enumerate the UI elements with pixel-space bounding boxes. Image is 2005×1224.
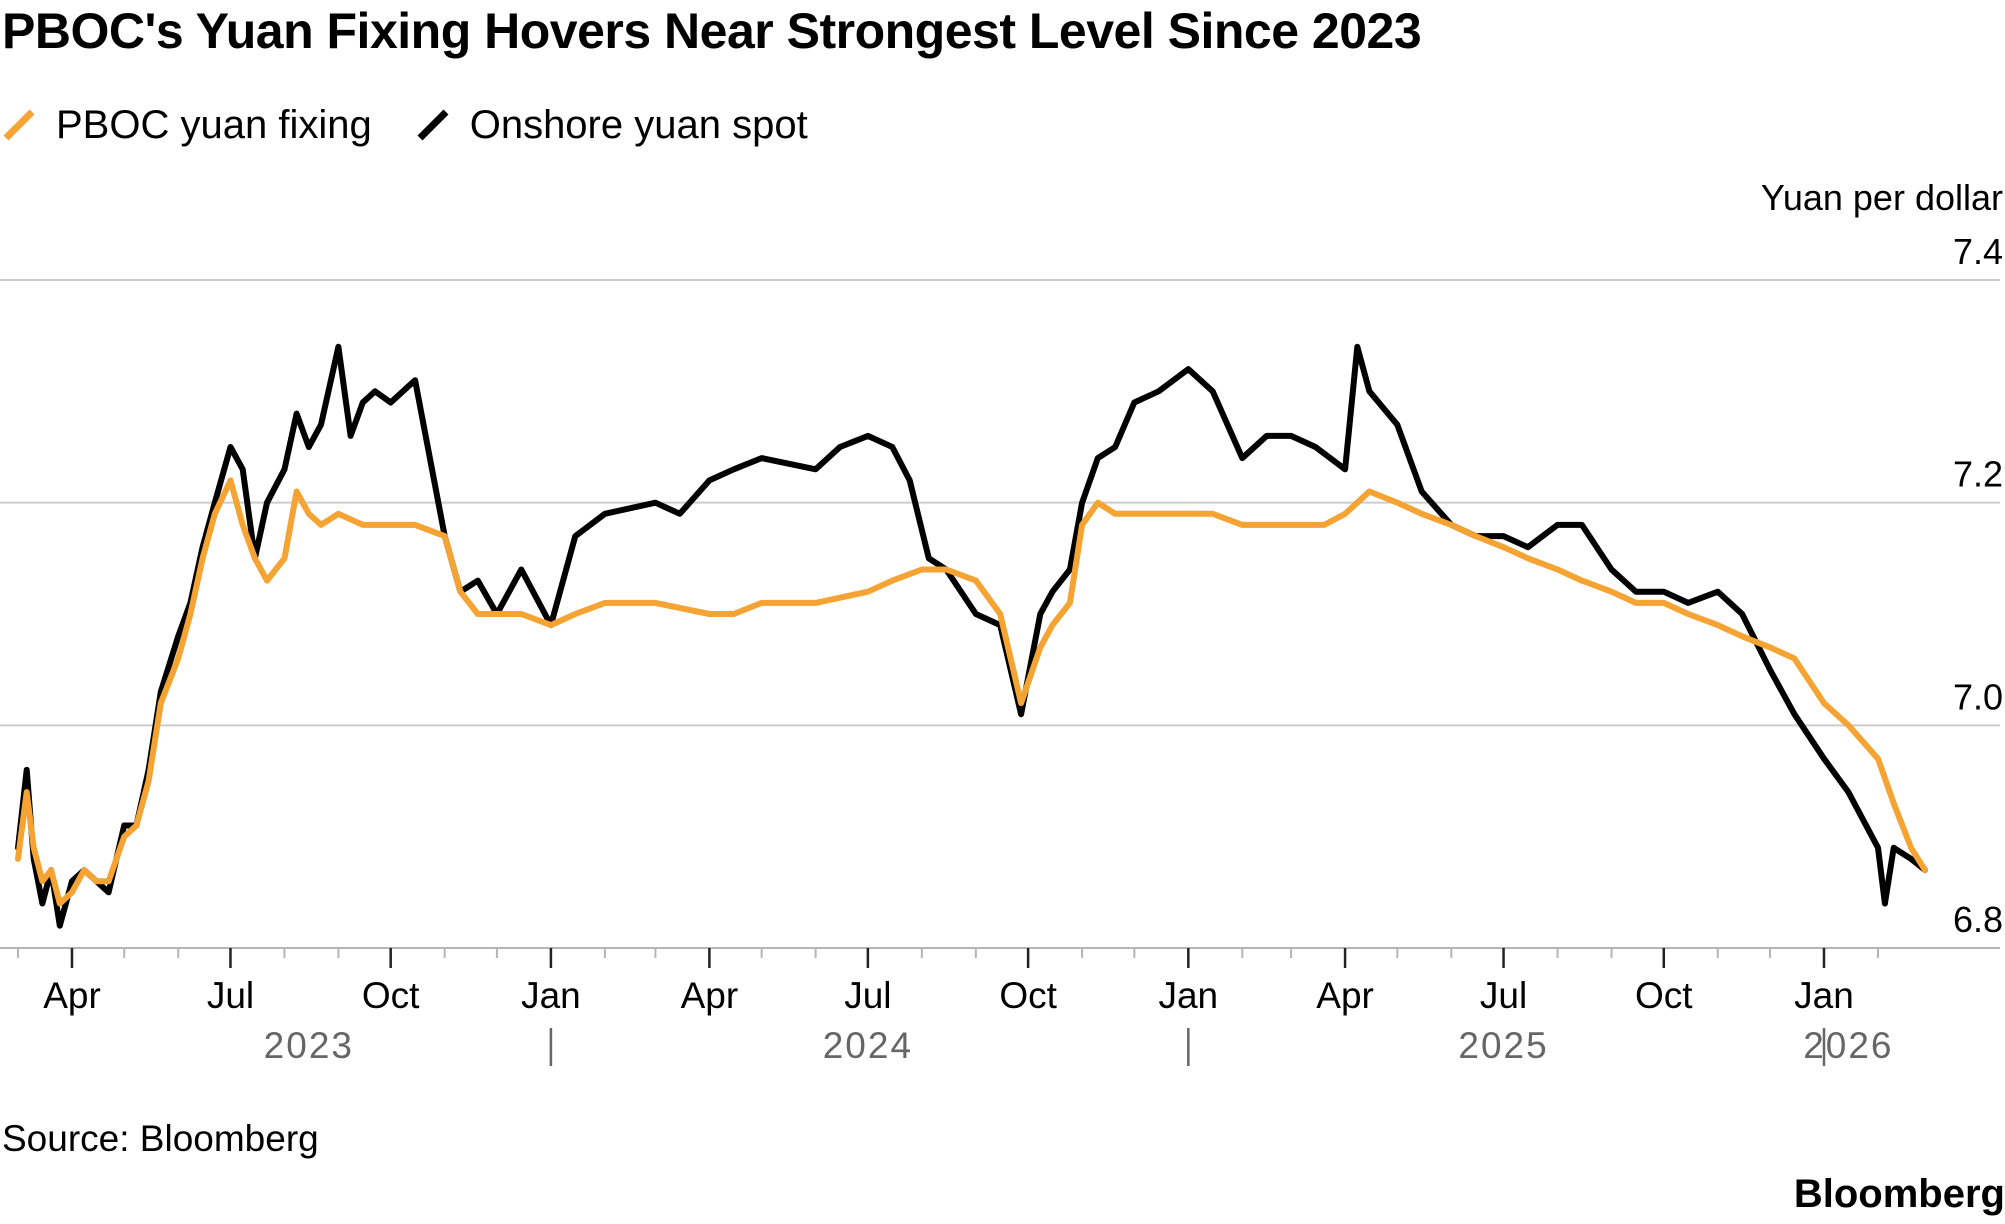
legend-swatch-spot: [417, 109, 449, 141]
x-tick-label: Oct: [999, 975, 1057, 1016]
legend: PBOC yuan fixing Onshore yuan spot: [2, 98, 852, 152]
y-axis-label: Yuan per dollar: [1761, 177, 2003, 218]
legend-label-fixing: PBOC yuan fixing: [56, 102, 372, 147]
series-layer: [15, 343, 1928, 929]
y-tick-label: 7.2: [1953, 454, 2003, 495]
year-label: 2023: [264, 1025, 354, 1066]
year-label: 2026: [1803, 1025, 1893, 1066]
x-tick-label: Apr: [1316, 975, 1374, 1016]
y-tick-label: 6.8: [1953, 899, 2003, 940]
legend-item-spot: Onshore yuan spot: [416, 103, 808, 148]
y-tick-label: 7.0: [1953, 676, 2003, 717]
x-axis: [0, 947, 2000, 1066]
x-tick-label: Jan: [1794, 975, 1854, 1016]
legend-item-fixing: PBOC yuan fixing: [2, 103, 372, 148]
legend-swatch-fixing: [3, 109, 35, 141]
y-tick-label: 7.4: [1953, 231, 2003, 272]
chart-title: PBOC's Yuan Fixing Hovers Near Strongest…: [2, 3, 1422, 59]
label-layer: 6.8 7.0 7.2 7.4 Yuan per dollar Apr Jul Oct Jan A…: [43, 177, 2003, 1066]
x-tick-label: Oct: [1635, 975, 1693, 1016]
x-tick-label: Oct: [362, 975, 420, 1016]
x-tick-label: Jan: [521, 975, 581, 1016]
x-tick-label: Jan: [1158, 975, 1218, 1016]
source-note: Source: Bloomberg: [2, 1118, 319, 1159]
series-line-fixing: [15, 477, 1928, 907]
grid-layer: [0, 279, 2000, 727]
series-line-spot: [15, 343, 1928, 929]
year-label: 2024: [823, 1025, 913, 1066]
x-tick-label: Jul: [207, 975, 254, 1016]
year-label: 2025: [1458, 1025, 1548, 1066]
legend-label-spot: Onshore yuan spot: [469, 102, 808, 147]
x-tick-label: Apr: [43, 975, 101, 1016]
x-tick-label: Jul: [844, 975, 891, 1016]
brand-logo: Bloomberg: [1793, 1172, 2005, 1216]
x-tick-label: Jul: [1480, 975, 1527, 1016]
x-tick-label: Apr: [681, 975, 739, 1016]
